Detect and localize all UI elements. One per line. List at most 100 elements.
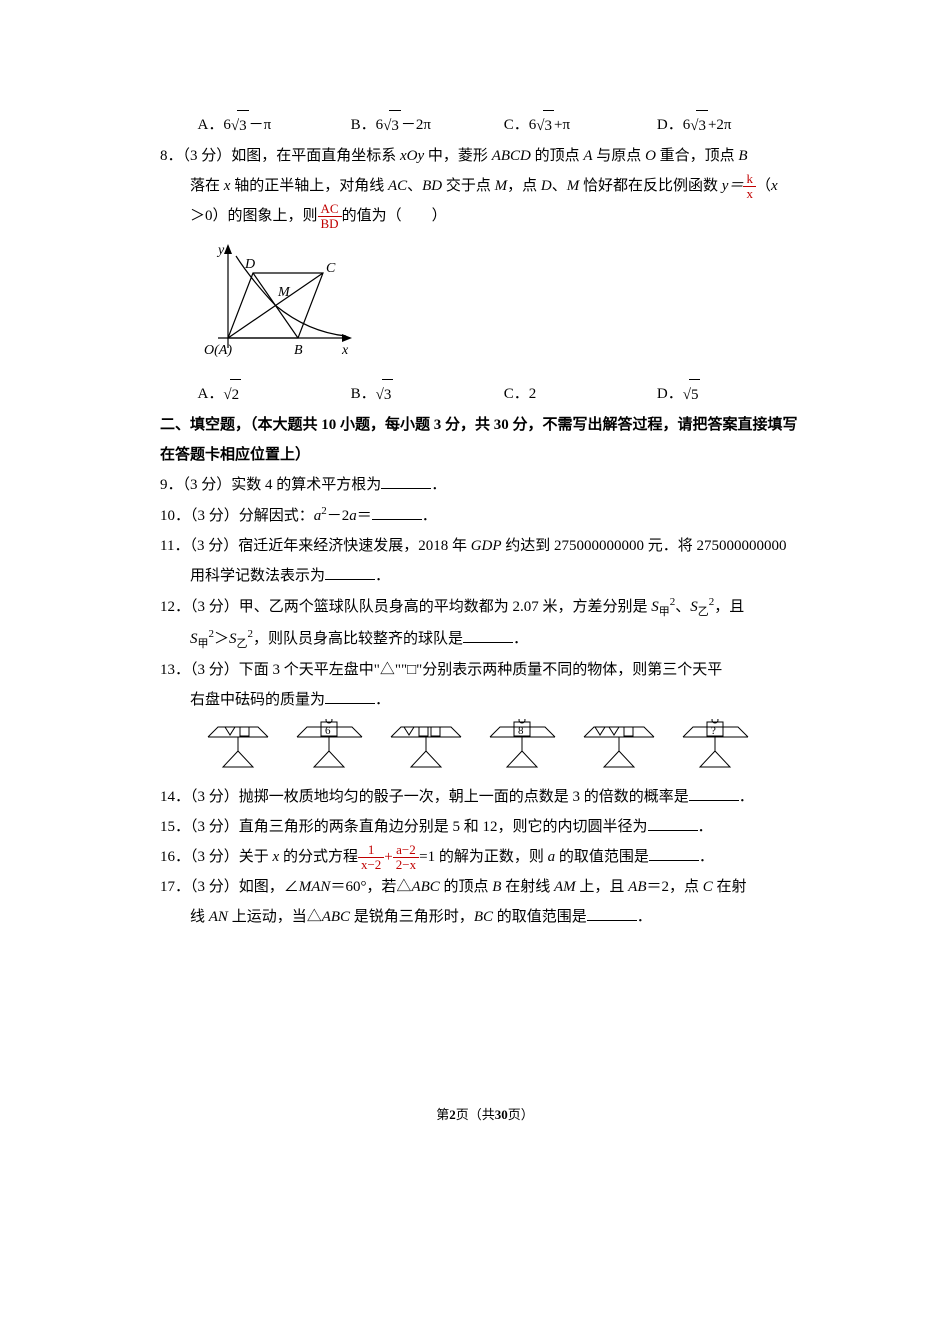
q15-text: 15．（3 分）直角三角形的两条直角边分别是 5 和 12，则它的内切圆半径为 bbox=[160, 819, 648, 835]
q11-blank bbox=[325, 564, 375, 580]
q12-sep: 、 bbox=[675, 599, 690, 615]
scale1-w: 6 bbox=[325, 725, 331, 737]
q17-suffix: ． bbox=[637, 909, 652, 925]
q8-choice-c: C．2 bbox=[504, 379, 657, 410]
q8c-t: 2 bbox=[529, 386, 537, 402]
q12-gt: ＞ bbox=[214, 631, 229, 647]
q11-suffix: ． bbox=[375, 568, 390, 584]
q17-f: ＝2，点 bbox=[647, 879, 703, 895]
q8-abcd: ABCD bbox=[492, 148, 531, 164]
q12-l2yi: 乙 bbox=[237, 638, 248, 650]
q16-n1: 1 bbox=[358, 843, 384, 858]
q8-t3: 的顶点 bbox=[531, 148, 584, 164]
q8-d: D bbox=[541, 178, 552, 194]
q8-l2c: 、 bbox=[407, 178, 422, 194]
q12-yi: 乙 bbox=[698, 606, 709, 618]
q8-l2f: 、 bbox=[552, 178, 567, 194]
q8-line3: ＞0）的图象上，则ACBD的值为（ ） bbox=[160, 201, 810, 231]
q16-suffix: ． bbox=[699, 849, 714, 865]
q8-ylabel: y bbox=[216, 243, 225, 258]
footer-d: 30 bbox=[495, 1107, 508, 1122]
q11-gdp: GDP bbox=[471, 538, 502, 554]
q11-a: 11．（3 分）宿迁近年来经济快速发展，2018 年 bbox=[160, 538, 471, 554]
q8-l2d: 交于点 bbox=[442, 178, 495, 194]
q8-a: A bbox=[583, 148, 592, 164]
scale3-w: ? bbox=[711, 725, 716, 737]
q15-suffix: ． bbox=[698, 819, 713, 835]
q8d-p: D． bbox=[657, 386, 683, 402]
q7-choice-d: D．63+2π bbox=[657, 110, 810, 141]
q8c-p: C． bbox=[504, 386, 529, 402]
q8-l2b: 轴的正半轴上，对角线 bbox=[230, 178, 388, 194]
q17-abc: ABC bbox=[411, 879, 439, 895]
q15-blank bbox=[648, 815, 698, 831]
q12-suffix: ． bbox=[513, 631, 528, 647]
footer-e: 页） bbox=[508, 1107, 534, 1122]
q16-a2: a bbox=[548, 849, 556, 865]
q8-yeq: y＝ bbox=[722, 178, 744, 194]
q17-blank bbox=[587, 905, 637, 921]
q17-g: 在射 bbox=[713, 879, 747, 895]
q16-plus: + bbox=[384, 849, 392, 865]
q10-suffix: ． bbox=[422, 508, 437, 524]
q17-C: C bbox=[703, 879, 713, 895]
scale1-right: 6 bbox=[282, 719, 377, 774]
footer-a: 第 bbox=[436, 1107, 449, 1122]
q9-text: 9．（3 分）实数 4 的算术平方根为 bbox=[160, 477, 381, 493]
q8-t1: 8．（3 分）如图，在平面直角坐标系 bbox=[160, 148, 400, 164]
q17-a: 17．（3 分）如图，∠ bbox=[160, 879, 299, 895]
q7-choice-b: B．63－2π bbox=[351, 110, 504, 141]
q13-b: 右盘中砝码的质量为 bbox=[190, 692, 325, 708]
q15: 15．（3 分）直角三角形的两条直角边分别是 5 和 12，则它的内切圆半径为 ． bbox=[160, 812, 810, 842]
q17-c: 的顶点 bbox=[440, 879, 493, 895]
q8d-s: 5 bbox=[689, 379, 701, 410]
q12-b: ，且 bbox=[714, 599, 744, 615]
q7d-prefix: D． bbox=[657, 117, 683, 133]
q8-x2: x bbox=[771, 178, 778, 194]
q12-l2jia: 甲 bbox=[198, 638, 209, 650]
q8-l3b: 的值为（ ） bbox=[342, 208, 447, 224]
q10-a2: a bbox=[349, 508, 357, 524]
q16-c: 的取值范围是 bbox=[555, 849, 649, 865]
q8-l2h: （ bbox=[756, 178, 771, 194]
q9-blank bbox=[381, 473, 431, 489]
q9-suffix: ． bbox=[431, 477, 446, 493]
q8-xden: x bbox=[743, 187, 756, 201]
q8-t4: 与原点 bbox=[593, 148, 646, 164]
scale2-left bbox=[381, 719, 471, 774]
q16-n2: a−2 bbox=[393, 843, 419, 858]
q8-ac: AC bbox=[388, 178, 407, 194]
q14: 14．（3 分）抛掷一枚质地均匀的骰子一次，朝上一面的点数是 3 的倍数的概率是… bbox=[160, 782, 810, 812]
q8-frac-kx: kx bbox=[743, 172, 756, 202]
q8-l2e: ，点 bbox=[507, 178, 541, 194]
scale3-left bbox=[574, 719, 664, 774]
q8-b: B bbox=[738, 148, 747, 164]
q10: 10．（3 分）分解因式：a2－2a＝． bbox=[160, 500, 810, 531]
q12-blank bbox=[463, 627, 513, 643]
scale2-right: 8 bbox=[475, 719, 570, 774]
q16-f2: a−22−x bbox=[393, 843, 419, 873]
q8-bdden: BD bbox=[318, 217, 342, 231]
q7b-prefix: B． bbox=[351, 117, 376, 133]
q11-b: 约达到 275000000000 元．将 275000000000 bbox=[502, 538, 787, 554]
q7-choices: A．63－π B．63－2π C．63+π D．63+2π bbox=[160, 110, 810, 141]
q8-line1: 8．（3 分）如图，在平面直角坐标系 xOy 中，菱形 ABCD 的顶点 A 与… bbox=[160, 141, 810, 171]
q8-l3a: ＞0）的图象上，则 bbox=[190, 208, 318, 224]
q8b-p: B． bbox=[351, 386, 376, 402]
q17-man: MAN bbox=[299, 879, 331, 895]
q14-blank bbox=[689, 785, 739, 801]
q10-a: 10．（3 分）分解因式： bbox=[160, 508, 314, 524]
q8-k: k bbox=[743, 172, 756, 187]
q8-oalabel: O(A) bbox=[204, 343, 232, 358]
q11-2: 用科学记数法表示为． bbox=[160, 561, 810, 591]
q12-l2b: S bbox=[229, 631, 237, 647]
q13-blank bbox=[325, 688, 375, 704]
q8a-p: A． bbox=[198, 386, 224, 402]
q17: 17．（3 分）如图，∠MAN＝60°，若△ABC 的顶点 B 在射线 AM 上… bbox=[160, 872, 810, 902]
q10-eq: ＝ bbox=[357, 508, 372, 524]
q8a-s: 2 bbox=[230, 379, 242, 410]
q8-clabel: C bbox=[326, 261, 336, 276]
q17-2: 线 AN 上运动，当△ABC 是锐角三角形时，BC 的取值范围是． bbox=[160, 902, 810, 932]
q8-m: M bbox=[495, 178, 508, 194]
section2-header: 二、填空题，（本大题共 10 小题，每小题 3 分，共 30 分，不需写出解答过… bbox=[160, 410, 810, 470]
